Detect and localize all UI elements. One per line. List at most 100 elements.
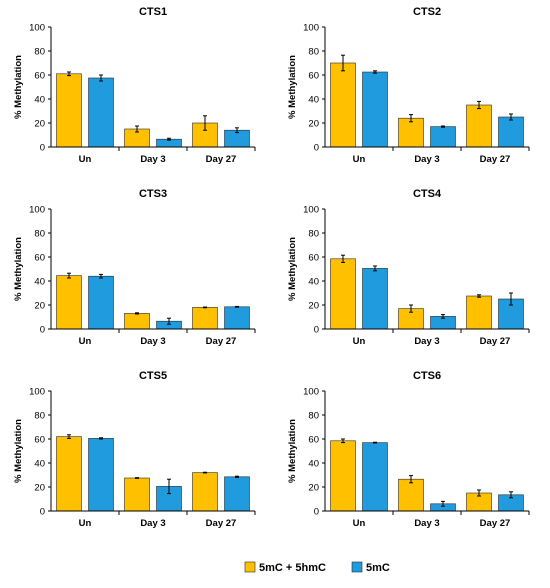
bar xyxy=(330,62,356,148)
y-tick-label: 0 xyxy=(314,143,319,154)
y-tick-label: 40 xyxy=(308,95,319,106)
legend-swatch xyxy=(351,561,363,573)
y-tick-label: 40 xyxy=(308,277,319,288)
x-tick-label: Un xyxy=(353,336,366,347)
y-tick-label: 0 xyxy=(314,325,319,336)
bar xyxy=(192,472,218,512)
y-tick-label: 80 xyxy=(34,47,45,58)
chart-cts2: CTS2 % Methylation 0 20 40 60 80 100 Un Day 3 Day … xyxy=(287,6,530,165)
bar xyxy=(124,477,150,512)
chart-cts1: CTS1 % Methylation 0 20 40 60 80 100 Un Day 3 Day … xyxy=(13,6,256,165)
x-tick-label: Day 3 xyxy=(414,336,439,347)
bar xyxy=(56,436,82,512)
chart-title: CTS6 xyxy=(413,370,441,382)
bar xyxy=(398,117,424,148)
y-tick-label: 40 xyxy=(308,459,319,470)
y-tick-label: 80 xyxy=(308,411,319,422)
y-tick-label: 20 xyxy=(308,301,319,312)
y-tick-label: 20 xyxy=(34,483,45,494)
y-tick-label: 60 xyxy=(34,435,45,446)
legend-swatch xyxy=(244,561,256,573)
y-tick-label: 0 xyxy=(40,143,45,154)
y-tick-label: 100 xyxy=(29,23,45,34)
y-axis-label: % Methylation xyxy=(13,237,24,301)
chart-cts6: CTS6 % Methylation 0 20 40 60 80 100 Un Day 3 Day … xyxy=(287,370,530,529)
bar xyxy=(224,306,250,330)
y-axis-label: % Methylation xyxy=(13,419,24,483)
y-tick-label: 60 xyxy=(308,253,319,264)
y-tick-label: 0 xyxy=(314,507,319,518)
x-tick-label: Day 3 xyxy=(414,518,439,529)
bar xyxy=(124,313,150,330)
x-tick-label: Un xyxy=(79,336,92,347)
chart-cts4: CTS4 % Methylation 0 20 40 60 80 100 Un Day 3 Day … xyxy=(287,188,530,347)
x-tick-label: Day 3 xyxy=(414,154,439,165)
x-tick-label: Day 3 xyxy=(140,336,165,347)
chart-cts3: CTS3 % Methylation 0 20 40 60 80 100 Un Day 3 Day … xyxy=(13,188,256,347)
y-tick-label: 40 xyxy=(34,459,45,470)
legend: 5mC + 5hmC 5mC xyxy=(244,561,390,574)
y-axis-label: % Methylation xyxy=(13,55,24,119)
y-tick-label: 80 xyxy=(34,411,45,422)
x-tick-label: Day 27 xyxy=(206,336,237,347)
y-axis-label: % Methylation xyxy=(287,55,298,119)
x-tick-label: Day 27 xyxy=(480,336,511,347)
chart-cts5: CTS5 % Methylation 0 20 40 60 80 100 Un Day 3 Day … xyxy=(13,370,256,529)
bar xyxy=(56,275,82,330)
y-tick-label: 20 xyxy=(308,483,319,494)
chart-panels: CTS1 % Methylation 0 20 40 60 80 100 Un Day 3 Day … xyxy=(13,6,530,529)
x-tick-label: Day 27 xyxy=(206,518,237,529)
bar xyxy=(466,295,492,330)
x-tick-label: Un xyxy=(353,154,366,165)
y-tick-label: 100 xyxy=(303,23,319,34)
bar xyxy=(466,104,492,148)
y-tick-label: 80 xyxy=(308,47,319,58)
y-tick-label: 0 xyxy=(40,325,45,336)
bar xyxy=(224,476,250,512)
y-axis-label: % Methylation xyxy=(287,419,298,483)
chart-title: CTS4 xyxy=(413,188,442,200)
y-tick-label: 0 xyxy=(40,507,45,518)
y-axis-label: % Methylation xyxy=(287,237,298,301)
x-tick-label: Day 3 xyxy=(140,154,165,165)
bar xyxy=(88,438,114,512)
x-tick-label: Un xyxy=(79,154,92,165)
bar xyxy=(192,307,218,330)
bar xyxy=(498,116,524,148)
bar xyxy=(56,73,82,148)
x-tick-label: Day 3 xyxy=(140,518,165,529)
y-tick-label: 60 xyxy=(34,253,45,264)
bar xyxy=(330,440,356,512)
bar xyxy=(430,126,456,148)
bar xyxy=(362,71,388,148)
y-tick-label: 60 xyxy=(34,71,45,82)
y-tick-label: 60 xyxy=(308,435,319,446)
y-tick-label: 20 xyxy=(34,119,45,130)
chart-title: CTS2 xyxy=(413,6,441,18)
x-tick-label: Day 27 xyxy=(206,154,237,165)
x-tick-label: Day 27 xyxy=(480,154,511,165)
chart-title: CTS3 xyxy=(139,188,167,200)
bar xyxy=(88,275,114,330)
bar xyxy=(362,268,388,330)
y-tick-label: 40 xyxy=(34,277,45,288)
legend-label: 5mC xyxy=(366,562,390,574)
bar xyxy=(330,258,356,330)
y-tick-label: 20 xyxy=(308,119,319,130)
y-tick-label: 80 xyxy=(34,229,45,240)
bar xyxy=(398,478,424,512)
bar xyxy=(362,442,388,512)
x-tick-label: Day 27 xyxy=(480,518,511,529)
y-tick-label: 100 xyxy=(303,387,319,398)
x-tick-label: Un xyxy=(353,518,366,529)
y-tick-label: 100 xyxy=(29,387,45,398)
bar xyxy=(88,77,114,148)
legend-label: 5mC + 5hmC xyxy=(259,562,326,574)
y-tick-label: 80 xyxy=(308,229,319,240)
x-tick-label: Un xyxy=(79,518,92,529)
y-tick-label: 40 xyxy=(34,95,45,106)
chart-title: CTS1 xyxy=(139,6,167,18)
y-tick-label: 60 xyxy=(308,71,319,82)
y-tick-label: 100 xyxy=(303,205,319,216)
